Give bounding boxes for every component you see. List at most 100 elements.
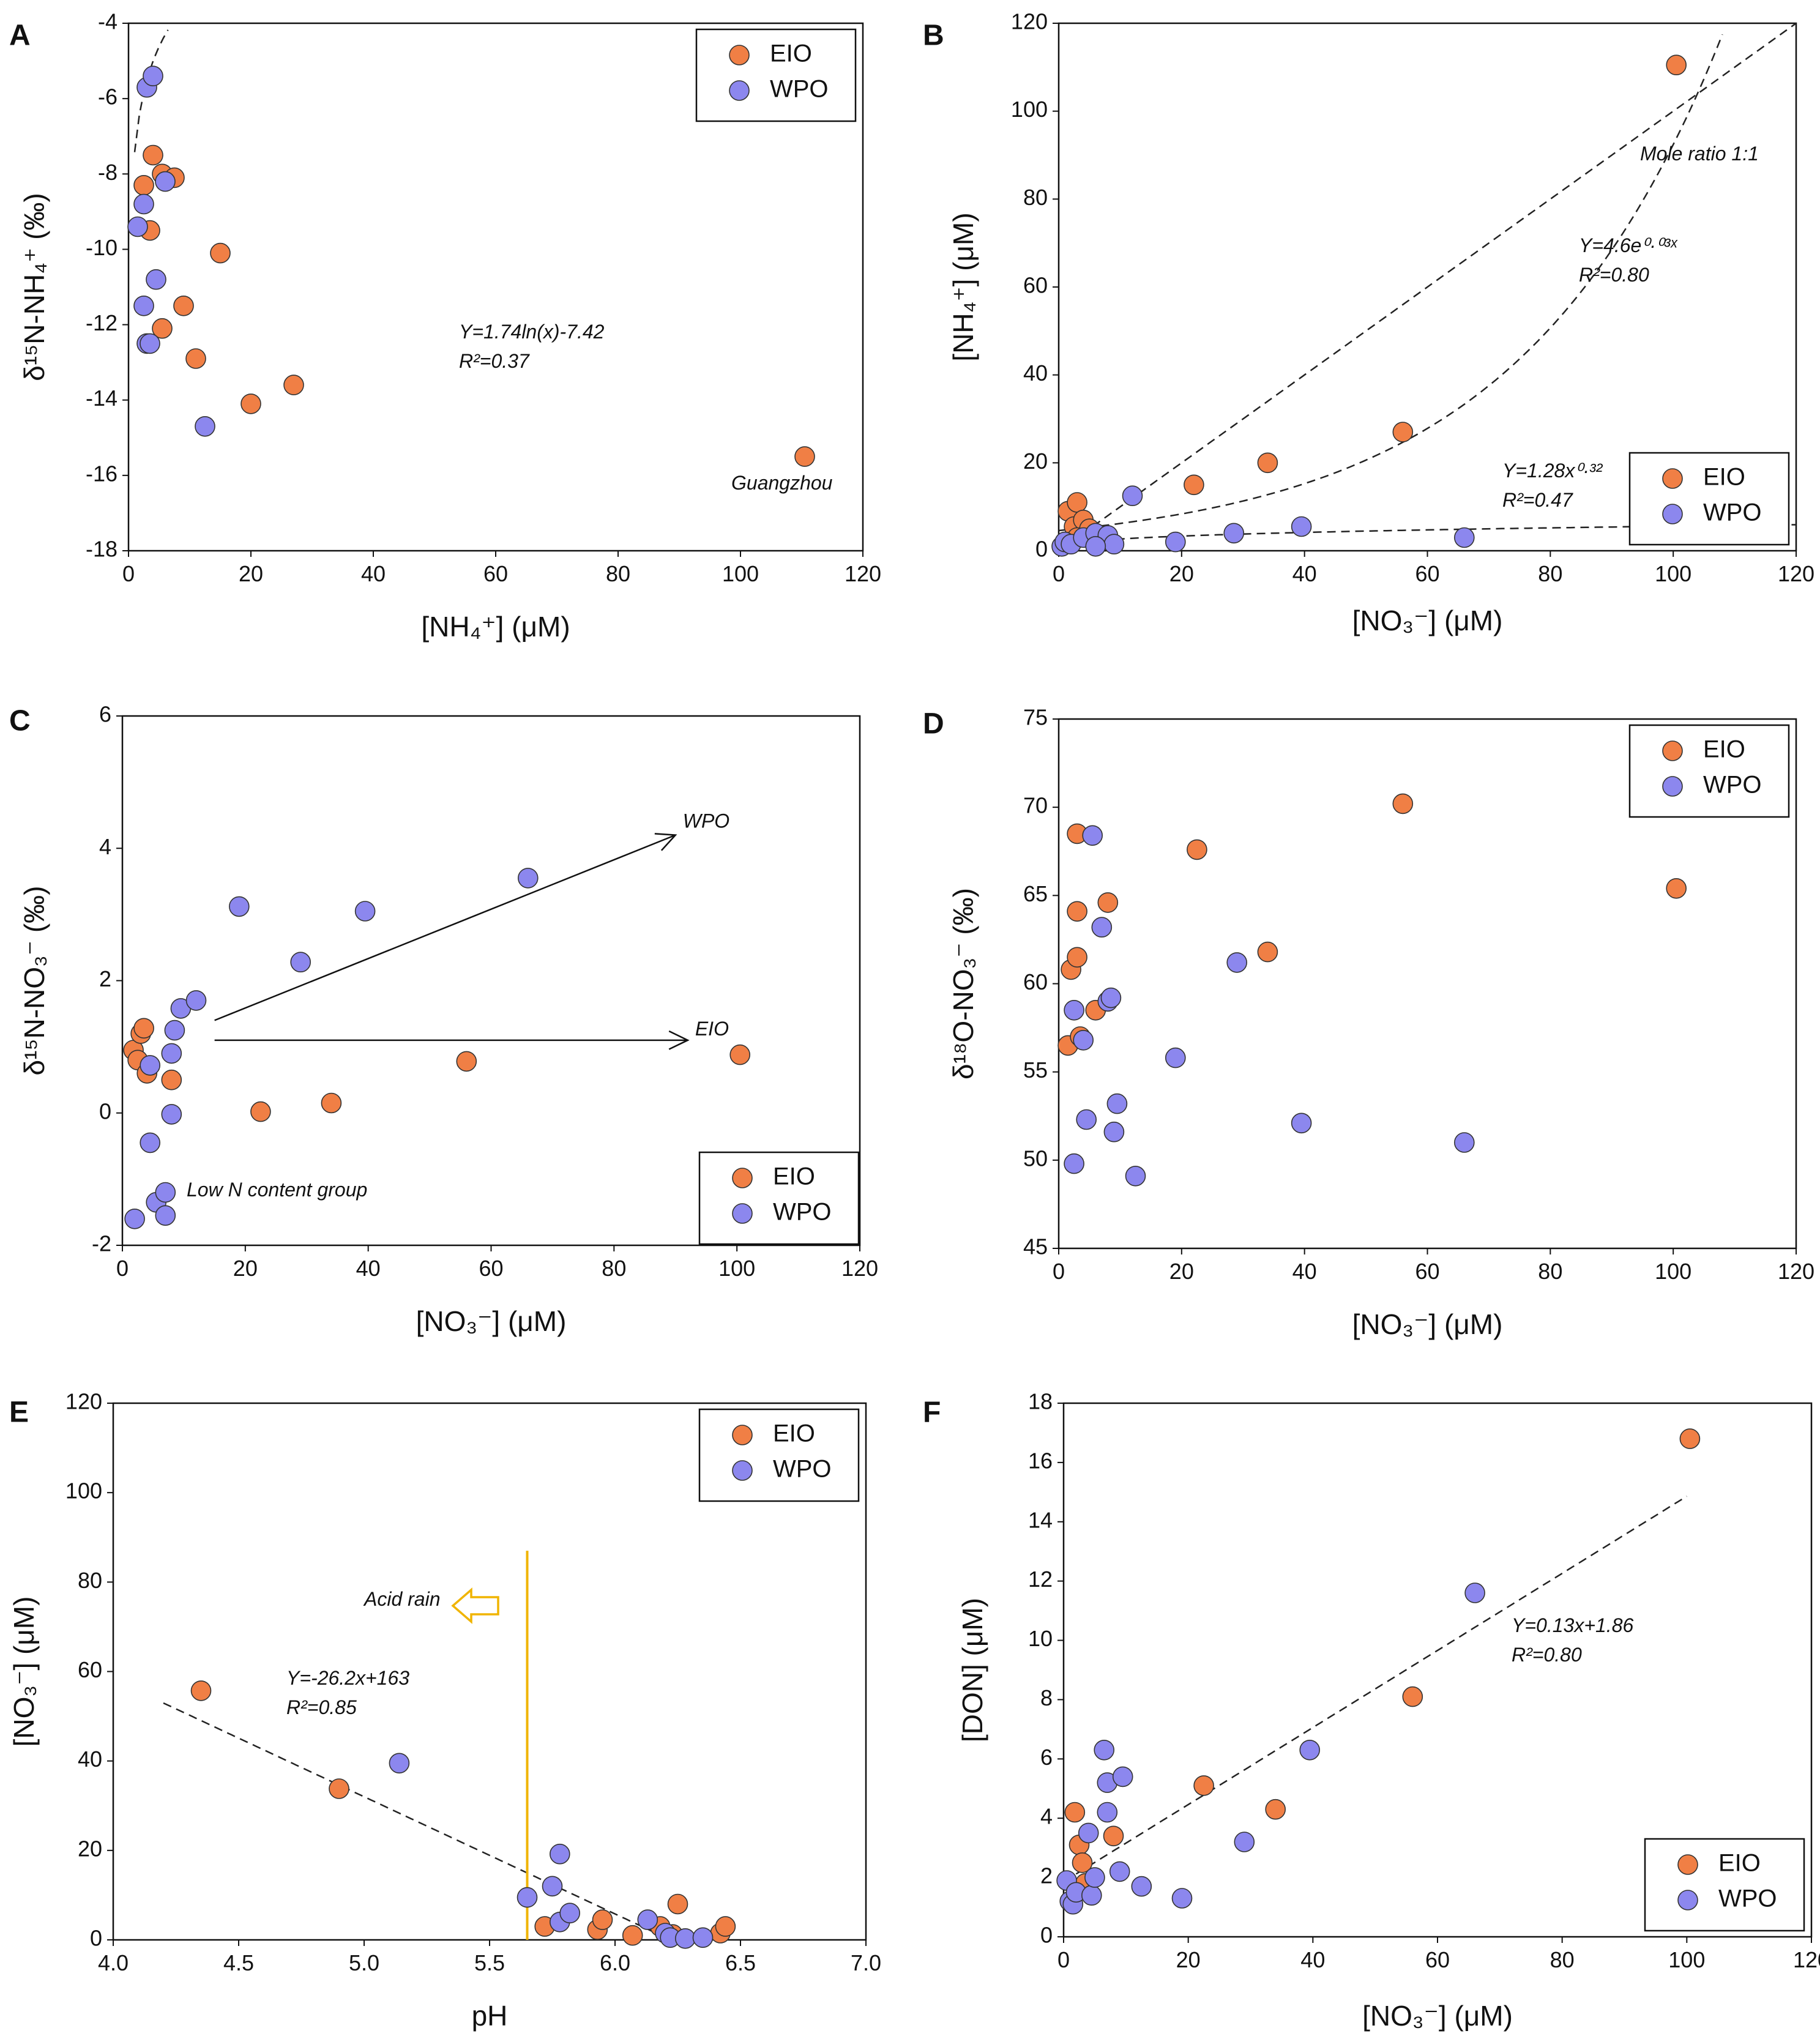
y-tick-label: 20 [78, 1836, 102, 1861]
x-tick-label: 80 [1538, 561, 1562, 586]
y-tick-label: 0 [90, 1926, 102, 1951]
x-axis-label: [NO₃⁻] (μM) [1352, 605, 1503, 636]
legend-label-eio: EIO [1703, 464, 1745, 491]
arrowhead-icon [654, 833, 677, 851]
y-tick-label: 0 [1035, 537, 1048, 562]
y-tick-label: -14 [86, 386, 117, 411]
x-axis-label: [NH₄⁺] (μM) [421, 611, 570, 643]
y-tick-label: 0 [99, 1098, 111, 1124]
legend-marker-eio [1662, 740, 1683, 761]
panel-b: B 0 20 40 60 80 100 120 0 20 40 60 80 100 120 [NO₃⁻] (μ… [923, 9, 1814, 636]
y-tick-label: 65 [1023, 881, 1048, 906]
y-tick-label: 6 [1040, 1745, 1053, 1770]
data-point-eio [1257, 452, 1278, 474]
data-point-wpo [1085, 535, 1106, 557]
x-tick-label: 80 [602, 1256, 626, 1281]
panel-letter: A [9, 20, 31, 52]
y-tick-label: 40 [78, 1746, 102, 1772]
x-tick-label: 6.5 [725, 1950, 756, 1975]
y-tick-label: 80 [1023, 185, 1048, 210]
fit-line-linear [1058, 22, 1797, 552]
data-point-eio [283, 375, 304, 395]
data-point-wpo [140, 1055, 160, 1076]
x-tick-label: 0 [122, 561, 135, 586]
x-axis-label: [NO₃⁻] (μM) [416, 1305, 567, 1337]
annotation-ratio: Mole ratio 1:1 [1640, 143, 1759, 165]
data-point-wpo [1073, 1030, 1094, 1051]
x-tick-label: 120 [1778, 561, 1814, 586]
y-tick-label: 2 [1040, 1863, 1053, 1888]
data-point-wpo [1454, 527, 1475, 548]
data-point-wpo [1223, 523, 1244, 544]
y-tick-label: 6 [99, 702, 111, 727]
data-point-wpo [1131, 1876, 1152, 1897]
data-point-wpo [1125, 1166, 1146, 1187]
data-point-wpo [1091, 917, 1113, 937]
data-point-eio [1067, 492, 1087, 513]
legend-label-eio: EIO [773, 1420, 815, 1447]
x-tick-label: 60 [1415, 561, 1439, 586]
panel-letter: D [923, 708, 944, 740]
y-tick-label: -16 [86, 461, 117, 486]
x-tick-label: 4.5 [223, 1950, 254, 1975]
x-tick-label: 120 [1778, 1259, 1814, 1284]
x-tick-label: 60 [1415, 1259, 1439, 1284]
x-tick-label: 6.0 [600, 1950, 630, 1975]
legend-marker-eio [1662, 468, 1683, 489]
legend: EIO WPO [1628, 452, 1790, 546]
x-tick-label: 60 [483, 561, 508, 586]
annotation-acid: Acid rain [363, 1588, 441, 1610]
data-point-wpo [692, 1927, 714, 1948]
data-point-wpo [1103, 1121, 1125, 1143]
data-point-wpo [1103, 534, 1125, 555]
data-point-wpo [517, 1887, 538, 1908]
x-tick-label: 20 [1169, 1259, 1194, 1284]
data-point-wpo [1291, 1113, 1312, 1134]
y-tick-label: 60 [78, 1657, 102, 1682]
data-point-eio [1187, 839, 1207, 860]
data-point-eio [190, 1680, 212, 1701]
data-point-wpo [1097, 1802, 1118, 1823]
data-point-wpo [228, 896, 250, 917]
y-tick-label: 45 [1023, 1234, 1048, 1259]
x-tick-label: 100 [1655, 1259, 1691, 1284]
legend-label-wpo: WPO [1703, 772, 1762, 799]
legend: EIO WPO [1628, 724, 1790, 818]
x-tick-label: 120 [1793, 1947, 1820, 1972]
data-point-wpo [1291, 516, 1312, 537]
y-tick-label: 100 [1011, 97, 1048, 122]
data-point-wpo [1112, 1766, 1133, 1787]
data-point-wpo [354, 901, 376, 922]
annotation-site: Guangzhou [731, 472, 833, 494]
x-tick-label: 40 [1292, 1259, 1317, 1284]
data-point-wpo [1100, 987, 1122, 1008]
data-point-wpo [1165, 1047, 1186, 1068]
data-point-eio [185, 348, 206, 369]
y-axis-label: δ¹⁵N-NO₃⁻ (‰) [18, 886, 50, 1076]
x-tick-label: 20 [1169, 561, 1194, 586]
y-tick-label: 10 [1028, 1626, 1053, 1651]
data-point-wpo [1081, 1885, 1102, 1906]
data-point-wpo [1076, 1109, 1097, 1130]
x-tick-label: 0 [1053, 1259, 1065, 1284]
x-tick-label: 20 [233, 1256, 258, 1281]
data-point-wpo [133, 295, 154, 316]
y-tick-label: 60 [1023, 969, 1048, 994]
data-point-wpo [637, 1909, 658, 1930]
y-tick-label: -18 [86, 537, 117, 562]
annotation-fit: Y=-26.2x+163 [286, 1667, 409, 1689]
arrowhead-icon [668, 1030, 690, 1050]
data-point-eio [329, 1778, 349, 1799]
data-point-eio [1097, 892, 1119, 913]
data-point-eio [1072, 1852, 1093, 1873]
legend-box [698, 1151, 860, 1245]
legend-marker-eio [1677, 1854, 1698, 1875]
data-point-eio [715, 1916, 736, 1937]
data-point-wpo [1082, 825, 1103, 846]
fit-line-power [1060, 524, 1796, 548]
annotation-fit: R²=0.80 [1512, 1644, 1582, 1666]
x-tick-label: 100 [718, 1256, 755, 1281]
data-point-eio [1067, 901, 1087, 922]
data-point-eio [1402, 1686, 1423, 1707]
